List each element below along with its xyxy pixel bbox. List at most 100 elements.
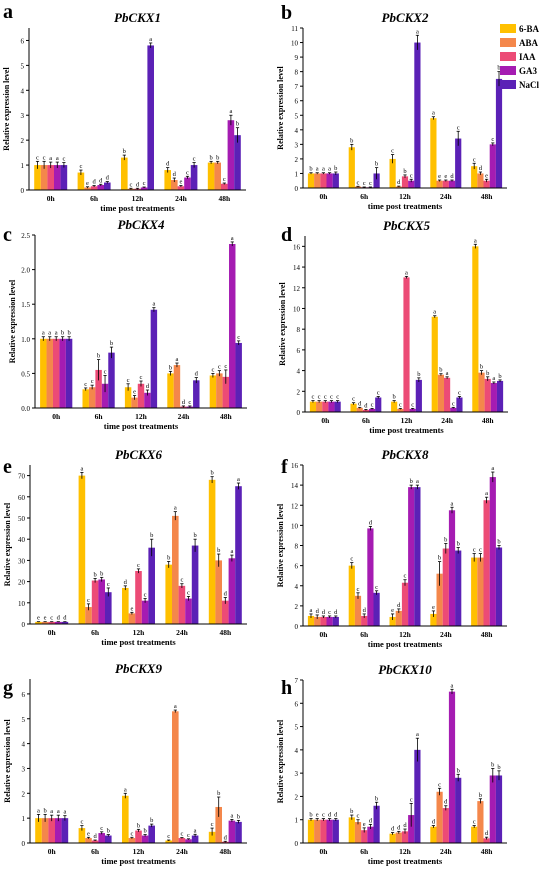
bar	[215, 560, 223, 624]
legend-label: NaCl	[519, 80, 539, 90]
significance-label: c	[104, 368, 107, 375]
x-tick-label: 12h	[133, 847, 146, 856]
significance-label: c	[107, 581, 110, 588]
y-tick-label: 20	[18, 579, 26, 587]
significance-label: a	[310, 607, 313, 614]
significance-label: c	[43, 154, 46, 161]
y-tick-label: 4	[22, 741, 26, 749]
bar	[448, 691, 456, 843]
significance-label: b	[491, 761, 494, 768]
significance-label: b	[167, 554, 170, 561]
significance-label: d	[322, 609, 326, 616]
bar	[430, 826, 437, 843]
bar	[90, 186, 98, 190]
significance-label: e	[133, 389, 136, 396]
significance-label: a	[485, 490, 488, 497]
bar	[391, 401, 398, 412]
panel-d: d PbCKX5 0 2 4 6 8 10 12 14 16 Relative expression …	[278, 218, 508, 435]
bar	[455, 777, 462, 843]
significance-label: d	[334, 609, 338, 616]
y-tick-label: 2.5	[21, 232, 30, 240]
significance-label: a	[451, 500, 454, 507]
significance-label: b	[403, 168, 406, 175]
bar	[222, 600, 229, 624]
y-axis-label: Relative expression level	[276, 503, 285, 587]
significance-label: c	[211, 366, 214, 373]
significance-label: b	[107, 828, 110, 835]
significance-label: b	[43, 807, 46, 814]
significance-label: c	[330, 394, 333, 401]
panel-e: e PbCKX6 0 10 20 30 40 50 60 70 Relative expressio…	[3, 447, 247, 647]
significance-label: a	[149, 36, 152, 43]
significance-label: a	[491, 465, 494, 472]
significance-label: c	[479, 547, 482, 554]
significance-label: c	[357, 179, 360, 186]
significance-label: d	[403, 822, 407, 829]
legend: 6-BA ABA IAA GA3 NaCl	[500, 24, 540, 90]
bar	[444, 377, 451, 412]
x-axis-label: time post treatments	[104, 421, 179, 431]
bar	[234, 135, 241, 190]
x-tick-label: 24h	[176, 847, 189, 856]
significance-label: d	[92, 179, 96, 186]
x-tick-label: 12h	[401, 416, 414, 425]
y-tick-label: 0	[295, 623, 299, 631]
significance-label: b	[486, 370, 489, 377]
bar	[85, 838, 92, 843]
bar	[98, 579, 105, 624]
bar	[167, 373, 174, 408]
x-axis-label: time post treatments	[368, 639, 443, 649]
significance-label: b	[497, 65, 500, 72]
significance-label: d	[106, 175, 110, 182]
x-tick-label: 24h	[176, 628, 189, 637]
bar	[122, 795, 129, 843]
significance-label: c	[187, 589, 190, 596]
bar	[320, 819, 327, 843]
panel-letter: c	[3, 224, 12, 246]
panel-letter: a	[3, 1, 13, 23]
y-tick-label: 1.0	[21, 336, 30, 344]
bar	[414, 42, 421, 188]
y-axis-label: Relative expression level	[276, 719, 285, 803]
bar	[448, 180, 456, 188]
bar	[216, 373, 223, 408]
y-tick-label: 2	[22, 790, 26, 798]
significance-label: c	[186, 169, 189, 176]
legend-swatch	[500, 24, 516, 33]
significance-label: c	[193, 156, 196, 163]
bar	[314, 616, 321, 626]
bar	[122, 587, 129, 624]
significance-label: c	[350, 556, 353, 563]
bar	[221, 183, 228, 190]
y-tick-label: 16	[293, 243, 301, 251]
significance-label: a	[80, 465, 83, 472]
significance-label: c	[144, 592, 147, 599]
y-tick-label: 3	[295, 141, 299, 149]
significance-label: a	[42, 330, 45, 337]
significance-label: b	[480, 364, 483, 371]
significance-label: b	[216, 154, 219, 161]
significance-label: c	[369, 180, 372, 187]
x-tick-label: 24h	[440, 847, 453, 856]
x-tick-label: 0h	[52, 412, 61, 421]
significance-label: d	[397, 179, 401, 186]
significance-label: b	[169, 364, 172, 371]
bar	[98, 833, 105, 843]
bar	[348, 817, 355, 843]
significance-label: c	[211, 821, 214, 828]
bar	[389, 833, 396, 843]
bar	[375, 397, 382, 412]
significance-label: a	[229, 108, 232, 115]
significance-label: c	[410, 172, 413, 179]
significance-label: d	[450, 173, 454, 180]
significance-label: d	[57, 615, 61, 622]
x-tick-label: 12h	[399, 847, 412, 856]
y-tick-label: 16	[291, 462, 299, 470]
significance-label: b	[350, 137, 353, 144]
panel-b: b PbCKX2 0 1 2 3 4 5 6 7 8 9 10 11 Relative expression…	[276, 2, 507, 211]
y-tick-label: 8	[295, 543, 299, 551]
bar	[60, 165, 68, 190]
y-tick-label: 4	[21, 87, 25, 95]
x-axis-label: time post treatments	[101, 856, 176, 866]
significance-label: b	[236, 121, 239, 128]
